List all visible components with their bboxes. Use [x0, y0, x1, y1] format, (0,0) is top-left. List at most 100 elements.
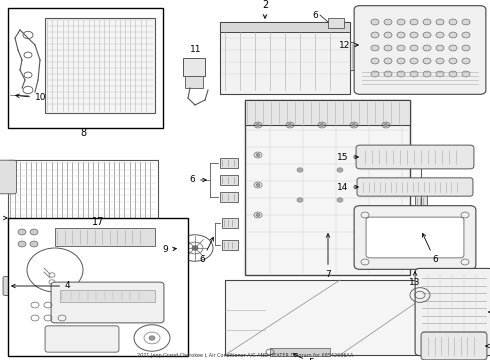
Circle shape — [384, 184, 388, 186]
Text: 11: 11 — [190, 45, 202, 54]
Text: 12: 12 — [339, 40, 358, 49]
Circle shape — [423, 58, 431, 64]
Circle shape — [462, 45, 470, 51]
Circle shape — [436, 45, 444, 51]
Circle shape — [436, 58, 444, 64]
Bar — [222, 240, 238, 250]
Text: 17: 17 — [92, 217, 104, 227]
FancyBboxPatch shape — [45, 326, 119, 352]
Text: 1: 1 — [489, 307, 490, 316]
Text: 13: 13 — [409, 272, 421, 287]
Bar — [220, 158, 238, 168]
Circle shape — [18, 229, 26, 235]
FancyBboxPatch shape — [354, 206, 476, 269]
Bar — [225, 280, 420, 355]
Circle shape — [371, 19, 379, 25]
Circle shape — [371, 71, 379, 77]
Circle shape — [462, 58, 470, 64]
FancyBboxPatch shape — [366, 217, 464, 258]
Bar — [60, 290, 155, 302]
Bar — [415, 148, 427, 166]
FancyBboxPatch shape — [51, 282, 164, 323]
Circle shape — [384, 58, 392, 64]
Text: 15: 15 — [337, 153, 358, 162]
Text: 6: 6 — [199, 237, 213, 265]
FancyBboxPatch shape — [415, 269, 490, 356]
Bar — [245, 100, 410, 125]
Circle shape — [384, 123, 388, 126]
Circle shape — [44, 284, 50, 288]
Circle shape — [256, 123, 260, 126]
Circle shape — [384, 32, 392, 38]
Circle shape — [462, 19, 470, 25]
Circle shape — [297, 168, 303, 172]
Circle shape — [410, 32, 418, 38]
Circle shape — [449, 45, 457, 51]
Circle shape — [410, 45, 418, 51]
Circle shape — [371, 58, 379, 64]
Text: 7: 7 — [325, 234, 331, 279]
Circle shape — [423, 32, 431, 38]
Circle shape — [397, 58, 405, 64]
Bar — [8, 8, 163, 128]
Circle shape — [449, 32, 457, 38]
Circle shape — [423, 45, 431, 51]
Circle shape — [352, 123, 356, 126]
FancyBboxPatch shape — [421, 332, 487, 360]
Circle shape — [397, 45, 405, 51]
Circle shape — [337, 168, 343, 172]
Circle shape — [256, 184, 260, 186]
Circle shape — [384, 153, 388, 157]
Circle shape — [288, 123, 292, 126]
Circle shape — [371, 32, 379, 38]
Text: 5: 5 — [294, 354, 314, 360]
Circle shape — [149, 336, 155, 340]
Circle shape — [337, 198, 343, 202]
Circle shape — [30, 229, 38, 235]
FancyBboxPatch shape — [0, 160, 17, 194]
Circle shape — [384, 19, 392, 25]
Bar — [415, 195, 427, 213]
Bar — [220, 175, 238, 185]
Bar — [220, 192, 238, 202]
Bar — [8, 160, 158, 270]
Bar — [8, 218, 188, 356]
Text: 6: 6 — [312, 10, 318, 19]
Circle shape — [449, 19, 457, 25]
Text: 10: 10 — [16, 94, 47, 103]
Bar — [45, 18, 155, 113]
Text: 2021 Jeep Grand Cherokee L Air Conditioner A/C AND HEATER Diagram for 68542636AA: 2021 Jeep Grand Cherokee L Air Condition… — [137, 353, 353, 358]
Circle shape — [436, 71, 444, 77]
Circle shape — [410, 19, 418, 25]
Circle shape — [256, 153, 260, 157]
Bar — [220, 22, 350, 94]
Circle shape — [371, 45, 379, 51]
Circle shape — [384, 71, 392, 77]
Circle shape — [397, 71, 405, 77]
Text: 14: 14 — [337, 183, 358, 192]
Bar — [183, 58, 205, 76]
Text: 4: 4 — [12, 282, 71, 291]
Circle shape — [9, 284, 15, 288]
Text: 6: 6 — [422, 233, 438, 265]
FancyBboxPatch shape — [354, 6, 486, 94]
Bar — [245, 100, 410, 275]
Circle shape — [436, 19, 444, 25]
Bar — [415, 242, 427, 260]
Circle shape — [384, 213, 388, 216]
Circle shape — [423, 71, 431, 77]
FancyBboxPatch shape — [357, 178, 473, 196]
Bar — [328, 18, 344, 28]
Circle shape — [449, 71, 457, 77]
Circle shape — [18, 241, 26, 247]
Circle shape — [384, 45, 392, 51]
Circle shape — [30, 241, 38, 247]
Circle shape — [297, 198, 303, 202]
Circle shape — [16, 284, 22, 288]
Circle shape — [462, 71, 470, 77]
Circle shape — [256, 213, 260, 216]
Ellipse shape — [27, 248, 83, 292]
Circle shape — [23, 284, 29, 288]
Circle shape — [320, 123, 324, 126]
Text: 16: 16 — [486, 342, 490, 351]
